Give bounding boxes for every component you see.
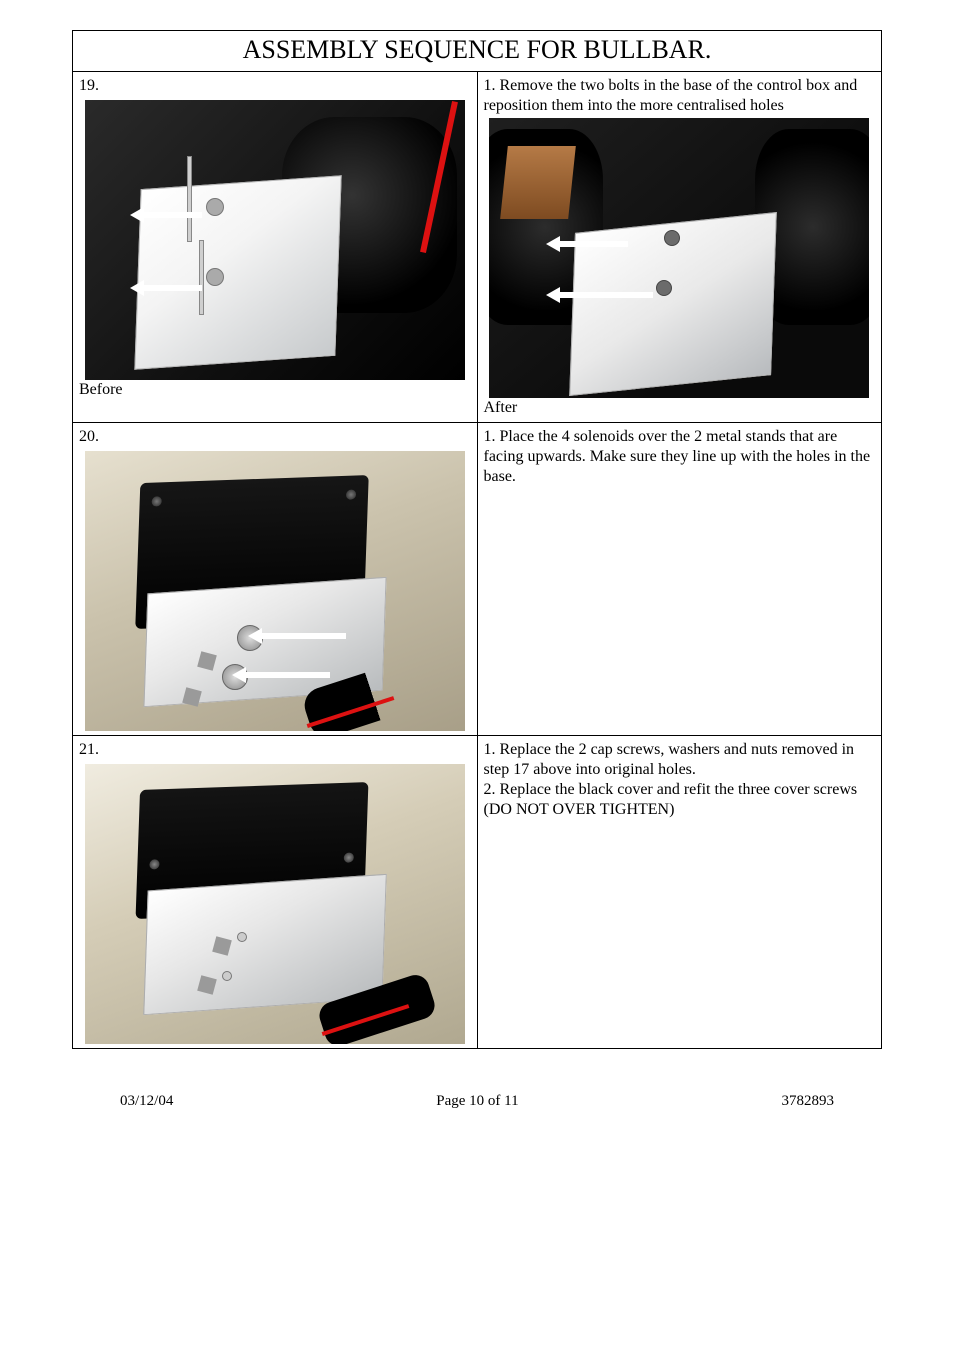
step-19-instruction: 1. Remove the two bolts in the base of t… xyxy=(484,76,876,116)
base-plate xyxy=(134,175,341,370)
arrow-left-icon xyxy=(244,672,330,678)
step-20-number: 20. xyxy=(79,427,471,447)
page-footer: 03/12/04 Page 10 of 11 3782893 xyxy=(72,1049,882,1110)
step-19-right-cell: 1. Remove the two bolts in the base of t… xyxy=(477,72,882,423)
rivet-icon xyxy=(344,852,354,862)
slot-icon xyxy=(187,156,192,242)
rivet-icon xyxy=(149,859,159,869)
bolt-hole-icon xyxy=(664,230,680,246)
step-19-before-image xyxy=(85,100,465,380)
step-20-right-cell: 1. Place the 4 solenoids over the 2 meta… xyxy=(477,423,882,736)
stud-icon xyxy=(222,971,232,981)
step-21-instruction-1: 1. Replace the 2 cap screws, washers and… xyxy=(484,740,876,780)
step-20-image xyxy=(85,451,465,731)
arrow-left-icon xyxy=(558,241,628,247)
stud-icon xyxy=(237,932,247,942)
step-19-after-image xyxy=(489,118,869,398)
document-page: ASSEMBLY SEQUENCE FOR BULLBAR. 19. Befor… xyxy=(0,0,954,1140)
arrow-left-icon xyxy=(260,633,346,639)
rivet-icon xyxy=(151,496,161,506)
title-row: ASSEMBLY SEQUENCE FOR BULLBAR. xyxy=(73,31,882,72)
page-title: ASSEMBLY SEQUENCE FOR BULLBAR. xyxy=(73,31,882,72)
rivet-icon xyxy=(346,489,356,499)
arrow-left-icon xyxy=(142,212,202,218)
step-21-instruction-2: 2. Replace the black cover and refit the… xyxy=(484,780,876,820)
step-21-row: 21. 1. Replace the 2 cap screws, wa xyxy=(73,736,882,1049)
footer-docnum: 3782893 xyxy=(781,1093,834,1110)
step-21-left-cell: 21. xyxy=(73,736,478,1049)
step-21-right-cell: 1. Replace the 2 cap screws, washers and… xyxy=(477,736,882,1049)
step-19-before-caption: Before xyxy=(79,380,471,400)
step-21-image xyxy=(85,764,465,1044)
step-20-left-cell: 20. xyxy=(73,423,478,736)
slot-icon xyxy=(199,240,204,315)
assembly-table: ASSEMBLY SEQUENCE FOR BULLBAR. 19. Befor… xyxy=(72,30,882,1049)
copper-plate xyxy=(501,146,577,219)
base-plate xyxy=(143,873,386,1014)
step-20-row: 20. 1. Place xyxy=(73,423,882,736)
arrow-left-icon xyxy=(142,285,202,291)
step-19-number: 19. xyxy=(79,76,471,96)
footer-date: 03/12/04 xyxy=(120,1093,173,1110)
arrow-left-icon xyxy=(558,292,653,298)
step-19-after-caption: After xyxy=(484,398,876,418)
step-21-number: 21. xyxy=(79,740,471,760)
footer-page: Page 10 of 11 xyxy=(436,1093,518,1110)
step-19-row: 19. Before 1. Remove the two bolts in th… xyxy=(73,72,882,423)
step-20-instruction: 1. Place the 4 solenoids over the 2 meta… xyxy=(484,427,876,487)
step-19-left-cell: 19. Before xyxy=(73,72,478,423)
